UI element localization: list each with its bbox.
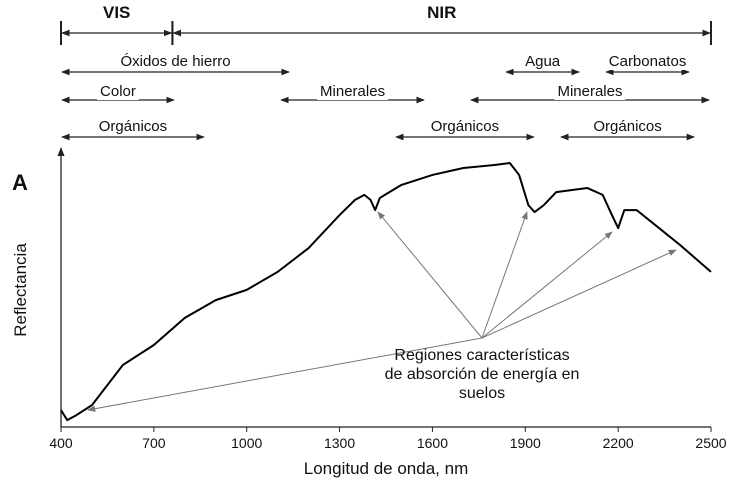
annotation-arrows xyxy=(87,211,677,412)
region-label: Minerales xyxy=(320,83,385,100)
region-label: Carbonatos xyxy=(609,53,687,70)
x-tick-label: 400 xyxy=(49,435,73,451)
region-label: VIS xyxy=(103,3,130,22)
x-tick-label: 700 xyxy=(142,435,166,451)
label-bg xyxy=(117,53,234,70)
label-bg xyxy=(317,83,389,100)
x-axis-label: Longitud de onda, nm xyxy=(304,459,468,478)
annotation-text: Regiones características xyxy=(394,347,569,364)
label-bg xyxy=(605,53,690,70)
x-tick-label: 1900 xyxy=(510,435,541,451)
label-bg xyxy=(97,83,139,100)
annotation-text: suelos xyxy=(459,385,505,402)
region-label: Agua xyxy=(525,53,561,70)
region-label: NIR xyxy=(427,3,456,22)
y-axis-label: Reflectancia xyxy=(11,243,30,337)
annotation-text: de absorción de energía en xyxy=(385,366,580,383)
x-tick-label: 2200 xyxy=(603,435,634,451)
label-bg xyxy=(554,83,626,100)
x-tick-label: 2500 xyxy=(695,435,726,451)
x-tick-label: 1300 xyxy=(324,435,355,451)
x-tick-label: 1600 xyxy=(417,435,448,451)
panel-label: A xyxy=(12,170,28,195)
region-label: Orgánicos xyxy=(431,118,499,135)
label-bg xyxy=(522,53,564,70)
spectrum-line xyxy=(60,162,712,422)
x-tick-label: 1000 xyxy=(231,435,262,451)
region-label: Color xyxy=(100,83,136,100)
region-label: Óxidos de hierro xyxy=(120,53,230,70)
region-label: Orgánicos xyxy=(593,118,661,135)
region-label: Orgánicos xyxy=(99,118,167,135)
region-label: Minerales xyxy=(557,83,622,100)
